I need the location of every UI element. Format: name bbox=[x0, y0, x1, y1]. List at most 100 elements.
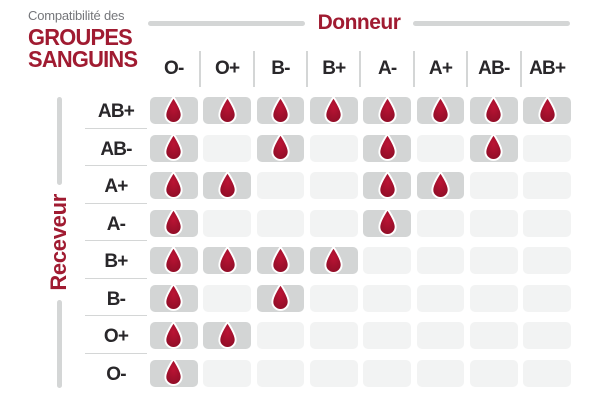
cell-a--from-a- bbox=[363, 208, 411, 237]
blood-drop-icon bbox=[431, 170, 450, 199]
blood-drop-icon bbox=[324, 95, 343, 124]
cell-ab--from-a+ bbox=[416, 134, 465, 162]
cell-a+-from-ab+ bbox=[523, 172, 571, 199]
blood-drop-icon bbox=[484, 95, 503, 124]
cell-b--from-o+ bbox=[203, 284, 251, 312]
cell-o+-from-ab- bbox=[470, 322, 518, 349]
cell-a+-from-o- bbox=[150, 170, 198, 199]
cell-a--from-ab+ bbox=[523, 209, 571, 237]
receiver-rule-bottom bbox=[56, 299, 62, 389]
compatibility-grid bbox=[150, 95, 571, 387]
cell-o+-from-a- bbox=[363, 322, 411, 349]
blood-drop-icon bbox=[378, 208, 397, 236]
cell-b+-from-ab- bbox=[470, 247, 518, 274]
cell-ab--from-o+ bbox=[203, 134, 251, 162]
cell-a--from-o+ bbox=[203, 209, 251, 237]
row-header-o+: O+ bbox=[85, 322, 147, 354]
cell-a+-from-a- bbox=[363, 170, 411, 199]
cell-b+-from-o+ bbox=[203, 245, 251, 274]
cell-ab--from-a- bbox=[363, 133, 411, 162]
blood-drop-icon bbox=[378, 170, 397, 199]
receiver-rule-top bbox=[56, 97, 62, 186]
cell-o+-from-o- bbox=[150, 320, 198, 349]
cell-o--from-ab+ bbox=[523, 359, 571, 387]
title-line-groupes: GROUPES bbox=[28, 24, 133, 50]
blood-drop-icon bbox=[378, 133, 397, 161]
title-subtitle: Compatibilité des bbox=[28, 8, 125, 23]
row-header-b-: B- bbox=[85, 285, 147, 316]
blood-drop-icon bbox=[218, 320, 237, 349]
cell-ab--from-ab+ bbox=[523, 134, 571, 162]
blood-drop-icon bbox=[218, 245, 237, 274]
cell-o+-from-b+ bbox=[310, 322, 358, 349]
cell-b+-from-ab+ bbox=[523, 247, 571, 274]
cell-b+-from-b+ bbox=[310, 245, 358, 274]
blood-drop-icon bbox=[164, 170, 183, 199]
blood-drop-icon bbox=[324, 245, 343, 274]
title-line-sanguins: SANGUINS bbox=[28, 46, 138, 72]
column-header-ab-: AB- bbox=[466, 51, 518, 87]
cell-o--from-ab- bbox=[470, 359, 518, 387]
cell-a--from-o- bbox=[150, 208, 198, 237]
blood-drop-icon bbox=[164, 133, 183, 161]
column-header-ab+: AB+ bbox=[519, 51, 571, 87]
column-header-o-: O- bbox=[164, 58, 184, 79]
cell-b+-from-a- bbox=[363, 247, 411, 274]
blood-drop-icon bbox=[164, 245, 183, 274]
blood-drop-icon bbox=[164, 358, 183, 386]
cell-ab--from-b+ bbox=[310, 134, 358, 162]
cell-b--from-b- bbox=[256, 283, 305, 312]
blood-drop-icon bbox=[431, 95, 450, 124]
column-header-b+: B+ bbox=[306, 51, 358, 87]
cell-o--from-a- bbox=[363, 359, 411, 387]
blood-drop-icon bbox=[484, 133, 503, 161]
blood-drop-icon bbox=[218, 170, 237, 199]
cell-o--from-o+ bbox=[203, 359, 251, 387]
column-headers: O- O+ B- B+ A- A+ AB- AB+ bbox=[150, 51, 571, 87]
cell-a--from-b- bbox=[256, 209, 305, 237]
column-header-a-: A- bbox=[359, 51, 411, 87]
blood-drop-icon bbox=[164, 95, 183, 124]
cell-ab--from-b- bbox=[256, 133, 305, 162]
cell-a+-from-ab- bbox=[470, 172, 518, 199]
cell-o--from-b- bbox=[256, 359, 305, 387]
cell-a+-from-b- bbox=[256, 172, 305, 199]
row-header-a+: A+ bbox=[85, 172, 147, 204]
blood-drop-icon bbox=[164, 208, 183, 236]
cell-ab+-from-b+ bbox=[310, 95, 358, 124]
donor-axis-header: Donneur bbox=[148, 11, 571, 35]
cell-o+-from-a+ bbox=[416, 322, 465, 349]
cell-a--from-a+ bbox=[416, 209, 465, 237]
cell-ab+-from-ab+ bbox=[523, 95, 571, 124]
row-header-o-: O- bbox=[106, 364, 126, 386]
cell-a+-from-b+ bbox=[310, 172, 358, 199]
cell-a+-from-o+ bbox=[203, 170, 251, 199]
cell-b+-from-b- bbox=[256, 245, 305, 274]
cell-o--from-o- bbox=[150, 358, 198, 387]
donor-axis-label: Donneur bbox=[317, 11, 401, 34]
row-headers: AB+ AB- A+ A- B+ B- O+ O- bbox=[85, 97, 147, 397]
cell-ab--from-ab- bbox=[470, 133, 518, 162]
receiver-axis-header: Receveur bbox=[46, 97, 71, 389]
column-header-b-: B- bbox=[252, 51, 305, 87]
cell-b--from-a- bbox=[363, 284, 411, 312]
row-header-ab-: AB- bbox=[85, 135, 147, 166]
cell-ab+-from-a- bbox=[363, 95, 411, 124]
cell-a+-from-a+ bbox=[416, 170, 465, 199]
column-header-a+: A+ bbox=[412, 51, 465, 87]
cell-ab+-from-ab- bbox=[470, 95, 518, 124]
blood-drop-icon bbox=[271, 95, 290, 124]
blood-drop-icon bbox=[218, 95, 237, 124]
cell-ab+-from-a+ bbox=[416, 95, 465, 124]
cell-ab+-from-o+ bbox=[203, 95, 251, 124]
row-header-a-: A- bbox=[85, 210, 147, 241]
row-header-b+: B+ bbox=[85, 247, 147, 279]
blood-drop-icon bbox=[271, 245, 290, 274]
cell-b--from-a+ bbox=[416, 284, 465, 312]
cell-o--from-b+ bbox=[310, 359, 358, 387]
cell-b+-from-a+ bbox=[416, 247, 465, 274]
cell-ab+-from-b- bbox=[256, 95, 305, 124]
receiver-axis-label: Receveur bbox=[46, 194, 71, 291]
cell-b--from-b+ bbox=[310, 284, 358, 312]
